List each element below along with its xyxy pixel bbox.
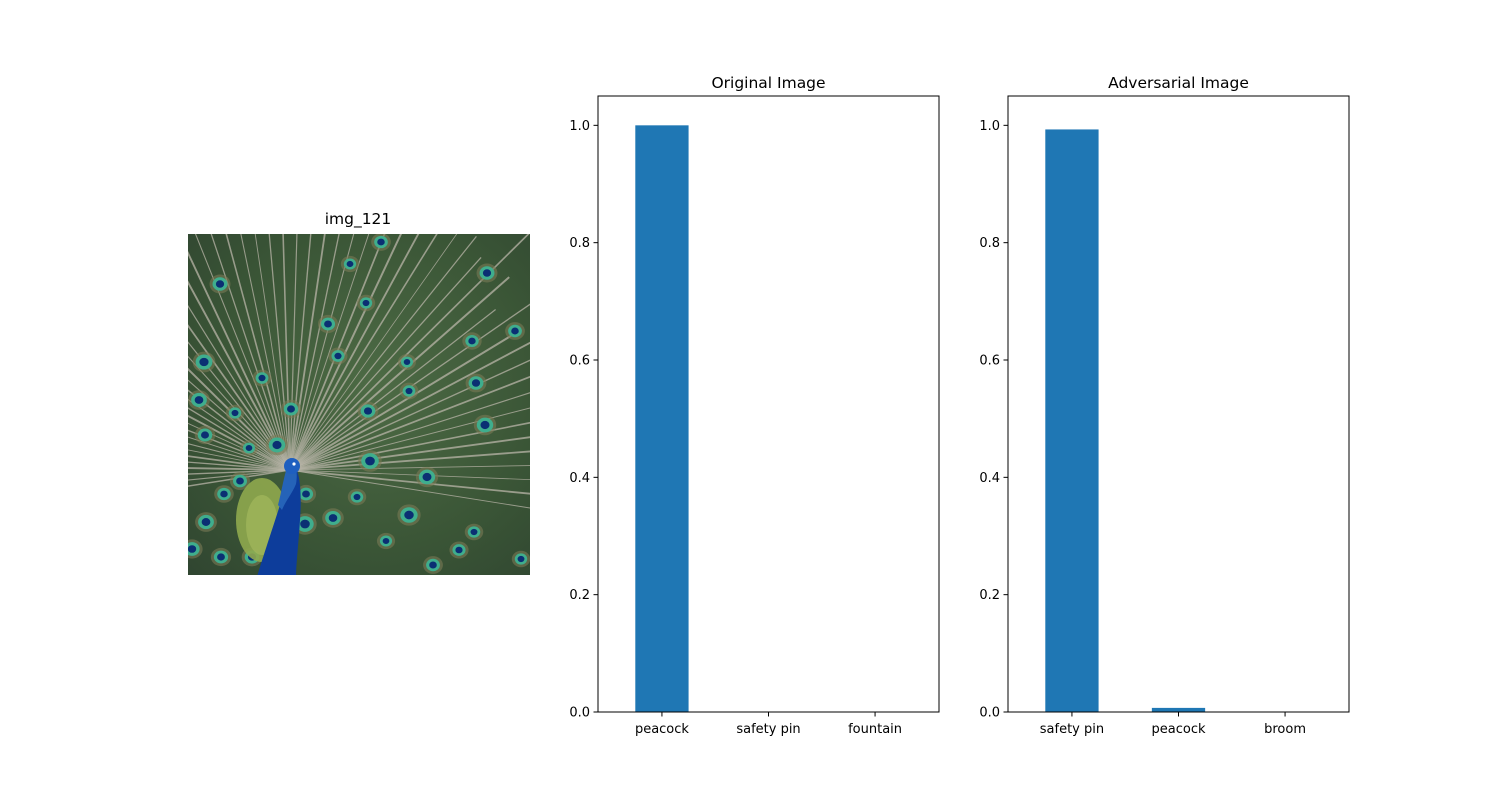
axes-frame bbox=[597, 95, 940, 713]
bar-1 bbox=[1151, 707, 1206, 712]
y-tick-label: 1.0 bbox=[569, 119, 590, 134]
x-tick-label: fountain bbox=[848, 722, 902, 737]
y-tick-label: 0.6 bbox=[979, 354, 1000, 369]
y-tick-label: 0.2 bbox=[979, 588, 1000, 603]
feather-shafts bbox=[188, 234, 530, 509]
y-tick-label: 0.2 bbox=[569, 588, 590, 603]
x-tick-label: broom bbox=[1264, 722, 1306, 737]
image-panel: img_121 bbox=[188, 210, 530, 575]
axes-frame bbox=[1007, 95, 1350, 713]
bar-0 bbox=[1045, 129, 1099, 712]
y-tick-label: 0.0 bbox=[979, 706, 1000, 721]
chart-adversarial: Adversarial Image 0.0 0.2 0.4 0.6 0.8 1.0 saf… bbox=[979, 74, 1350, 737]
feather-eyes bbox=[188, 234, 530, 574]
chart-title: Adversarial Image bbox=[1108, 74, 1249, 92]
y-tick-label: 0.8 bbox=[979, 236, 1000, 251]
y-tick-label: 1.0 bbox=[979, 119, 1000, 134]
image-title: img_121 bbox=[325, 210, 392, 229]
chart-original: Original Image 0.0 0.2 0.4 0.6 0.8 1.0 peacoc… bbox=[569, 74, 940, 737]
chart-title: Original Image bbox=[711, 74, 825, 92]
peacock-picture bbox=[188, 234, 530, 575]
y-tick-label: 0.4 bbox=[569, 471, 590, 486]
x-tick-label: peacock bbox=[1152, 722, 1206, 737]
y-tick-label: 0.8 bbox=[569, 236, 590, 251]
x-tick-label: safety pin bbox=[1040, 722, 1104, 737]
y-tick-label: 0.4 bbox=[979, 471, 1000, 486]
bar-0 bbox=[635, 125, 689, 712]
x-tick-label: safety pin bbox=[736, 722, 800, 737]
y-tick-label: 0.6 bbox=[569, 354, 590, 369]
y-tick-label: 0.0 bbox=[569, 706, 590, 721]
x-tick-label: peacock bbox=[635, 722, 689, 737]
